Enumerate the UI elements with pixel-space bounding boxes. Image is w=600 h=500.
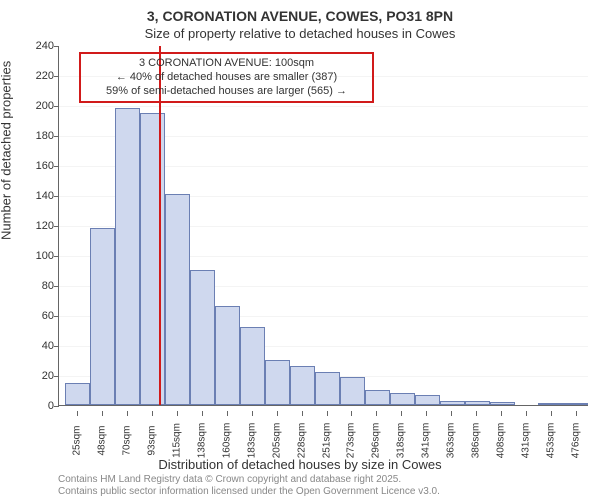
histogram-bar [215, 306, 240, 405]
y-tick-label: 40 [14, 340, 54, 352]
histogram-bar [415, 395, 440, 406]
x-tick-label: 138sqm [196, 423, 207, 459]
x-tick-label: 408sqm [495, 423, 506, 459]
x-tick-label: 476sqm [570, 423, 581, 459]
chart-container: 3, CORONATION AVENUE, COWES, PO31 8PN Si… [0, 0, 600, 500]
histogram-bar [190, 270, 215, 405]
chart-subtitle: Size of property relative to detached ho… [0, 26, 600, 41]
histogram-bar [365, 390, 390, 405]
x-axis-label: Distribution of detached houses by size … [0, 457, 600, 472]
histogram-bar [115, 108, 140, 405]
annotation-line1: 3 CORONATION AVENUE: 100sqm [87, 57, 366, 71]
y-tick-label: 100 [14, 250, 54, 262]
y-tick-label: 0 [14, 400, 54, 412]
y-tick-label: 220 [14, 70, 54, 82]
histogram-bar [240, 327, 265, 405]
x-tick-label: 25sqm [72, 425, 83, 455]
x-tick-label: 251sqm [321, 423, 332, 459]
y-tick-label: 60 [14, 310, 54, 322]
histogram-bar [90, 228, 115, 405]
histogram-bar [465, 401, 490, 406]
histogram-bar [490, 402, 515, 405]
y-tick-label: 200 [14, 100, 54, 112]
annotation-box: 3 CORONATION AVENUE: 100sqm ← 40% of det… [79, 52, 374, 103]
x-tick-label: 453sqm [545, 423, 556, 459]
x-tick-label: 296sqm [371, 423, 382, 459]
x-tick-label: 318sqm [396, 423, 407, 459]
histogram-bar [563, 403, 588, 405]
x-tick-label: 205sqm [271, 423, 282, 459]
y-tick-label: 180 [14, 130, 54, 142]
annotation-line2: ← 40% of detached houses are smaller (38… [87, 71, 366, 85]
x-tick-label: 273sqm [346, 423, 357, 459]
histogram-bar [65, 383, 90, 406]
histogram-bar [390, 393, 415, 405]
x-tick-label: 93sqm [147, 425, 158, 455]
attribution-text: Contains HM Land Registry data © Crown c… [58, 474, 440, 498]
annotation-line3: 59% of semi-detached houses are larger (… [87, 85, 366, 99]
histogram-bar [440, 401, 465, 406]
x-tick-label: 228sqm [296, 423, 307, 459]
y-tick-label: 120 [14, 220, 54, 232]
attribution-line2: Contains public sector information licen… [58, 486, 440, 498]
histogram-bar [265, 360, 290, 405]
plot-area: 25sqm48sqm70sqm93sqm115sqm138sqm160sqm18… [58, 46, 588, 406]
x-tick-label: 183sqm [246, 423, 257, 459]
histogram-bar [538, 403, 563, 405]
x-tick-label: 70sqm [122, 425, 133, 455]
y-axis-label: Number of detached properties [0, 61, 14, 240]
x-tick-label: 48sqm [97, 425, 108, 455]
histogram-bar [340, 377, 365, 406]
histogram-bar [165, 194, 190, 406]
x-tick-label: 386sqm [470, 423, 481, 459]
x-tick-label: 160sqm [221, 423, 232, 459]
y-tick-label: 20 [14, 370, 54, 382]
y-tick-label: 80 [14, 280, 54, 292]
histogram-bar [315, 372, 340, 405]
x-tick-label: 341sqm [421, 423, 432, 459]
y-tick-label: 240 [14, 40, 54, 52]
y-tick-label: 140 [14, 190, 54, 202]
x-tick-label: 431sqm [520, 423, 531, 459]
histogram-bar [290, 366, 315, 405]
x-tick-label: 115sqm [172, 423, 183, 458]
y-tick-mark [54, 406, 59, 407]
histogram-bar [140, 113, 165, 406]
chart-title: 3, CORONATION AVENUE, COWES, PO31 8PN [0, 8, 600, 24]
x-tick-label: 363sqm [446, 423, 457, 459]
y-tick-label: 160 [14, 160, 54, 172]
attribution-line1: Contains HM Land Registry data © Crown c… [58, 474, 440, 486]
